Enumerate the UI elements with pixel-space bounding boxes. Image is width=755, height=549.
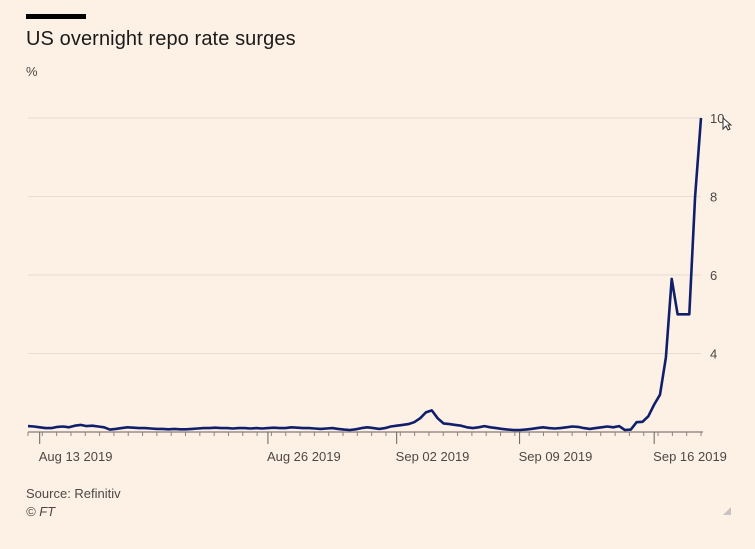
y-axis-unit-label: % <box>26 64 38 79</box>
brand-rule <box>26 14 86 19</box>
x-tick-label: Sep 16 2019 <box>653 449 727 464</box>
x-tick-label: Sep 09 2019 <box>519 449 593 464</box>
y-tick-label: 6 <box>710 268 717 283</box>
copyright-note: © FT <box>26 504 56 519</box>
x-tick-label: Sep 02 2019 <box>396 449 470 464</box>
x-tick-label: Aug 13 2019 <box>39 449 113 464</box>
y-tick-label: 4 <box>710 347 717 362</box>
mouse-cursor-icon <box>722 117 732 131</box>
y-tick-label: 8 <box>710 190 717 205</box>
resize-grip-icon[interactable] <box>723 507 731 515</box>
chart-title: US overnight repo rate surges <box>26 28 296 50</box>
source-note: Source: Refinitiv <box>26 486 121 501</box>
series-line-repo-rate <box>27 117 703 432</box>
x-tick-label: Aug 26 2019 <box>267 449 341 464</box>
y-tick-label: 10 <box>710 111 724 126</box>
